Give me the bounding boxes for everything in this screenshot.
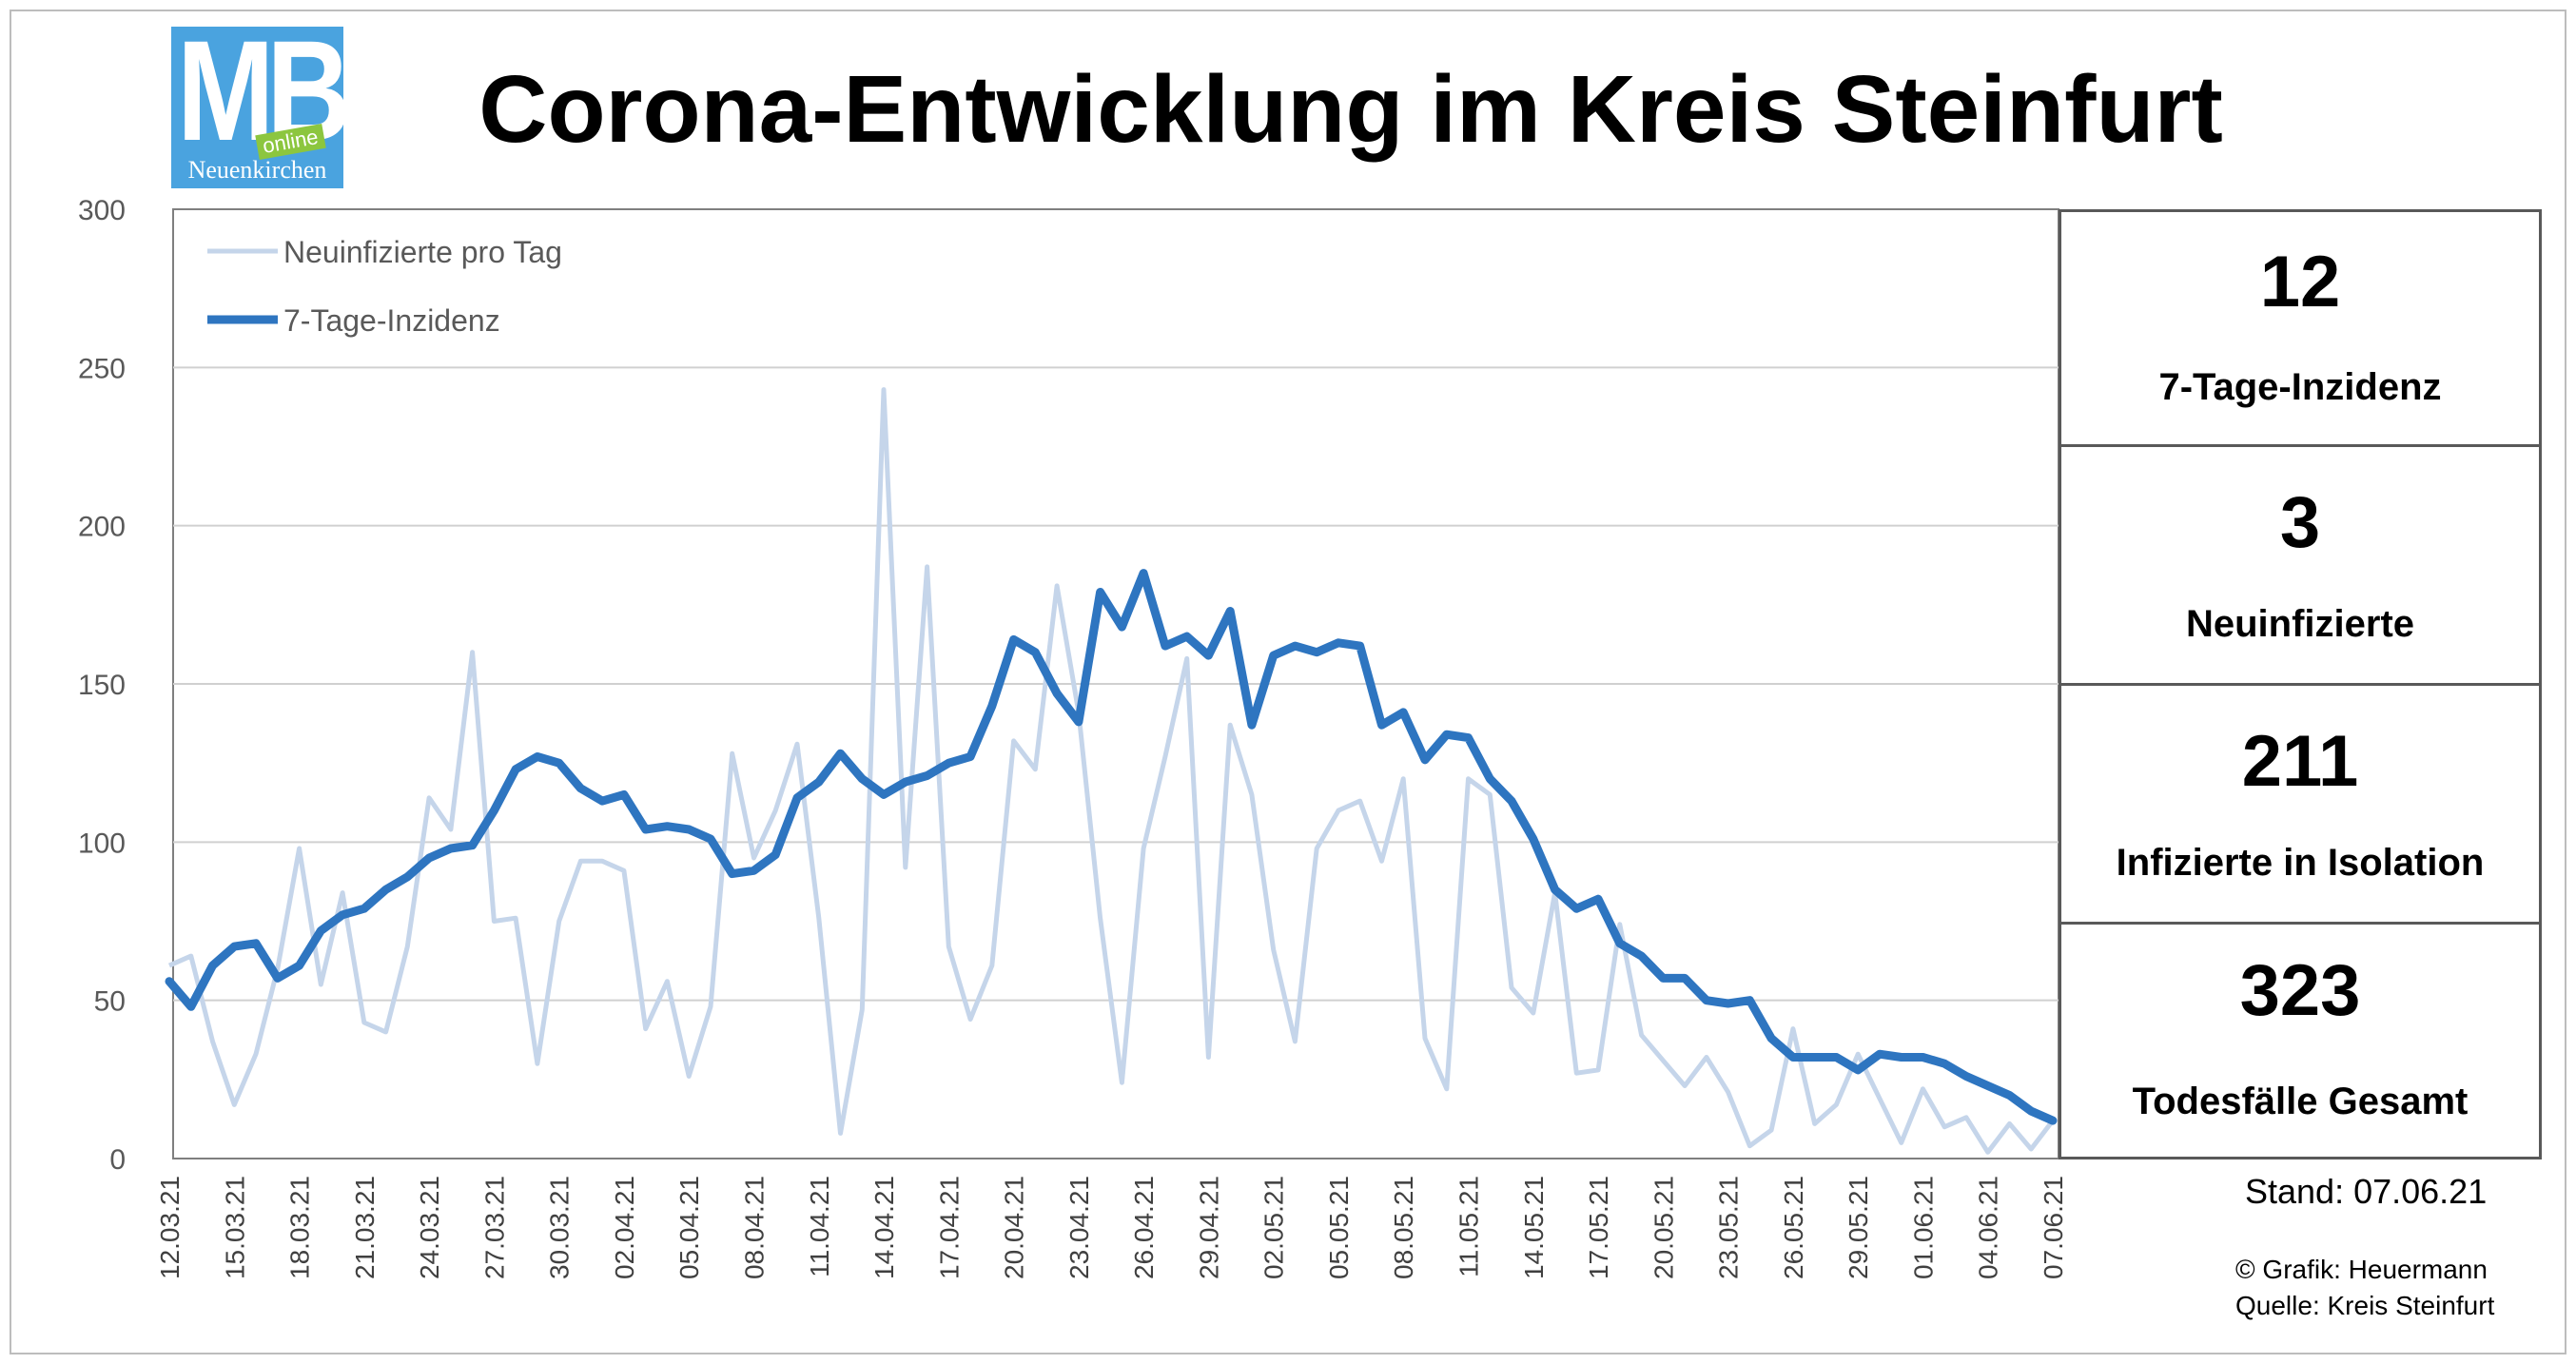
x-tick-label: 17.05.21: [1584, 1176, 1613, 1279]
x-tick-label: 29.05.21: [1844, 1176, 1873, 1279]
y-tick-label: 250: [78, 353, 126, 384]
credit-quelle: Quelle: Kreis Steinfurt: [2235, 1291, 2495, 1320]
stat-label-deaths: Todesfälle Gesamt: [2132, 1081, 2469, 1122]
stat-value-incidence: 12: [2259, 242, 2341, 322]
x-tick-label: 12.03.21: [155, 1176, 185, 1279]
stat-box-new-infections: 3 Neuinfizierte: [2059, 444, 2542, 686]
stat-label-isolation: Infizierte in Isolation: [2116, 842, 2485, 884]
logo-town: Neuenkirchen: [187, 156, 327, 184]
y-tick-label: 100: [78, 828, 126, 859]
y-tick-label: 200: [78, 512, 126, 543]
x-tick-label: 23.05.21: [1714, 1176, 1744, 1279]
x-tick-label: 08.04.21: [739, 1176, 769, 1279]
gridlines: [173, 366, 2059, 1002]
stat-value-isolation: 211: [2241, 721, 2359, 802]
stat-label-incidence: 7-Tage-Inzidenz: [2158, 366, 2442, 408]
x-tick-label: 11.05.21: [1454, 1176, 1484, 1277]
stat-box-incidence: 12 7-Tage-Inzidenz: [2059, 209, 2542, 447]
stand-date: Stand: 07.06.21: [2245, 1172, 2488, 1211]
x-tick-label: 21.03.21: [350, 1176, 380, 1279]
x-tick-label: 20.04.21: [1000, 1176, 1029, 1279]
x-tick-label: 20.05.21: [1649, 1176, 1678, 1279]
x-tick-label: 14.04.21: [869, 1176, 899, 1279]
x-tick-label: 26.04.21: [1129, 1176, 1159, 1279]
credits: © Grafik: Heuermann Quelle: Kreis Steinf…: [2235, 1252, 2494, 1324]
y-tick-label: 300: [78, 195, 126, 226]
y-axis-ticks: 0 50 100 150 200 250 300: [78, 195, 126, 1176]
y-tick-label: 150: [78, 670, 126, 701]
x-tick-label: 18.03.21: [285, 1176, 315, 1279]
y-tick-label: 50: [94, 986, 126, 1018]
x-tick-label: 02.04.21: [610, 1176, 639, 1279]
x-axis-ticks: 12.03.21 15.03.21 18.03.21 21.03.21 24.03.21…: [155, 1176, 2068, 1279]
x-tick-label: 27.03.21: [479, 1176, 509, 1279]
x-tick-label: 07.06.21: [2039, 1176, 2068, 1279]
y-tick-label: 0: [109, 1144, 126, 1176]
page-title: Corona-Entwicklung im Kreis Steinfurt: [478, 56, 2223, 163]
legend-label-daily: Neuinfizierte pro Tag: [283, 235, 562, 269]
outer-frame: [10, 10, 2566, 1354]
x-tick-label: 24.03.21: [415, 1176, 444, 1279]
stat-label-new-infections: Neuinfizierte: [2185, 603, 2415, 645]
x-tick-label: 04.06.21: [1974, 1176, 2003, 1279]
x-tick-label: 11.04.21: [805, 1176, 834, 1277]
x-tick-label: 01.06.21: [1908, 1176, 1938, 1279]
x-tick-label: 05.04.21: [674, 1176, 704, 1279]
x-tick-label: 14.05.21: [1519, 1176, 1549, 1279]
x-tick-label: 23.04.21: [1064, 1176, 1094, 1279]
legend-label-incidence: 7-Tage-Inzidenz: [283, 303, 500, 338]
stat-value-new-infections: 3: [2279, 482, 2321, 563]
legend: Neuinfizierte pro Tag 7-Tage-Inzidenz: [207, 235, 562, 338]
mb-online-logo: MB online Neuenkirchen: [171, 19, 351, 188]
x-tick-label: 05.05.21: [1324, 1176, 1354, 1279]
x-tick-label: 08.05.21: [1389, 1176, 1418, 1279]
x-tick-label: 15.03.21: [220, 1176, 249, 1279]
stat-box-deaths: 323 Todesfälle Gesamt: [2059, 922, 2542, 1159]
series-line-daily-new-infections: [167, 387, 2055, 1155]
x-tick-label: 30.03.21: [545, 1176, 575, 1279]
x-tick-label: 17.04.21: [934, 1176, 964, 1279]
series-line-7-day-incidence: [165, 569, 2058, 1125]
x-tick-label: 26.05.21: [1779, 1176, 1808, 1279]
x-tick-label: 29.04.21: [1194, 1176, 1223, 1279]
stat-box-isolation: 211 Infizierte in Isolation: [2059, 683, 2542, 925]
stat-value-deaths: 323: [2239, 950, 2361, 1031]
credit-grafik: © Grafik: Heuermann: [2235, 1255, 2488, 1284]
x-tick-label: 02.05.21: [1259, 1176, 1289, 1279]
